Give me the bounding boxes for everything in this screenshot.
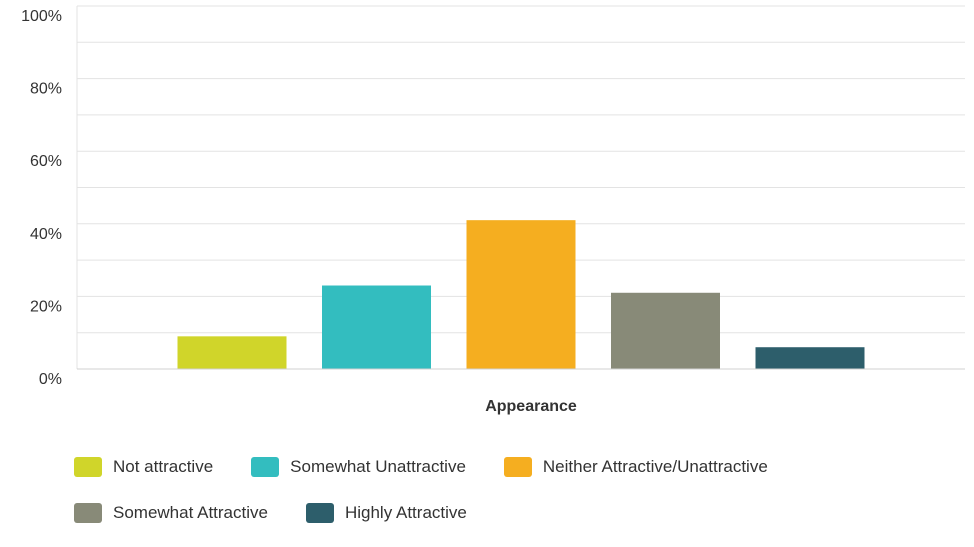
y-tick-label: 0% [39, 371, 62, 388]
y-tick-label: 80% [30, 81, 62, 98]
legend-swatch [503, 457, 532, 477]
grid-lines [76, 5, 965, 369]
legend-item-highly-attractive[interactable]: Highly Attractive [305, 503, 467, 523]
legend-item-neither[interactable]: Neither Attractive/Unattractive [503, 457, 768, 477]
legend-swatch [251, 457, 280, 477]
bar[interactable] [177, 336, 287, 369]
bars [177, 220, 865, 369]
legend-swatch [74, 503, 102, 523]
legend-row: Somewhat Attractive Highly Attractive [74, 501, 954, 525]
bar-chart: 0% 20% 40% 60% 80% 100% Appearance [21, 5, 965, 415]
legend-label: Not attractive [113, 457, 214, 476]
legend-swatch [305, 503, 334, 523]
bar[interactable] [755, 347, 865, 369]
legend-item-not-attractive[interactable]: Not attractive [74, 457, 213, 477]
bar[interactable] [322, 285, 431, 369]
bar[interactable] [466, 220, 576, 369]
x-axis-title: Appearance [485, 398, 577, 415]
legend-label: Somewhat Attractive [113, 503, 268, 522]
y-tick-label: 20% [30, 298, 62, 315]
bar[interactable] [611, 292, 720, 369]
legend: Not attractive Somewhat Unattractive Nei… [74, 455, 954, 547]
legend-label: Highly Attractive [344, 503, 467, 522]
y-tick-label: 100% [21, 8, 62, 25]
legend-item-somewhat-attractive[interactable]: Somewhat Attractive [74, 503, 268, 523]
y-axis-ticks: 0% 20% 40% 60% 80% 100% [21, 8, 62, 388]
legend-row: Not attractive Somewhat Unattractive Nei… [74, 455, 954, 479]
legend-label: Neither Attractive/Unattractive [542, 457, 768, 476]
y-tick-label: 60% [30, 153, 62, 170]
y-tick-label: 40% [30, 226, 62, 243]
legend-swatch [74, 457, 102, 477]
legend-label: Somewhat Unattractive [290, 457, 466, 476]
legend-item-somewhat-unattractive[interactable]: Somewhat Unattractive [251, 457, 466, 477]
